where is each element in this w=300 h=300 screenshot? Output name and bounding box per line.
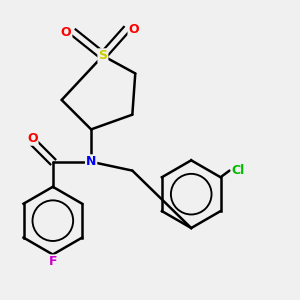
Text: O: O	[128, 23, 139, 36]
Text: N: N	[86, 155, 96, 168]
Text: F: F	[49, 255, 57, 268]
Text: O: O	[27, 132, 38, 145]
Text: Cl: Cl	[232, 164, 245, 177]
Text: S: S	[98, 49, 107, 62]
Text: O: O	[61, 26, 71, 39]
